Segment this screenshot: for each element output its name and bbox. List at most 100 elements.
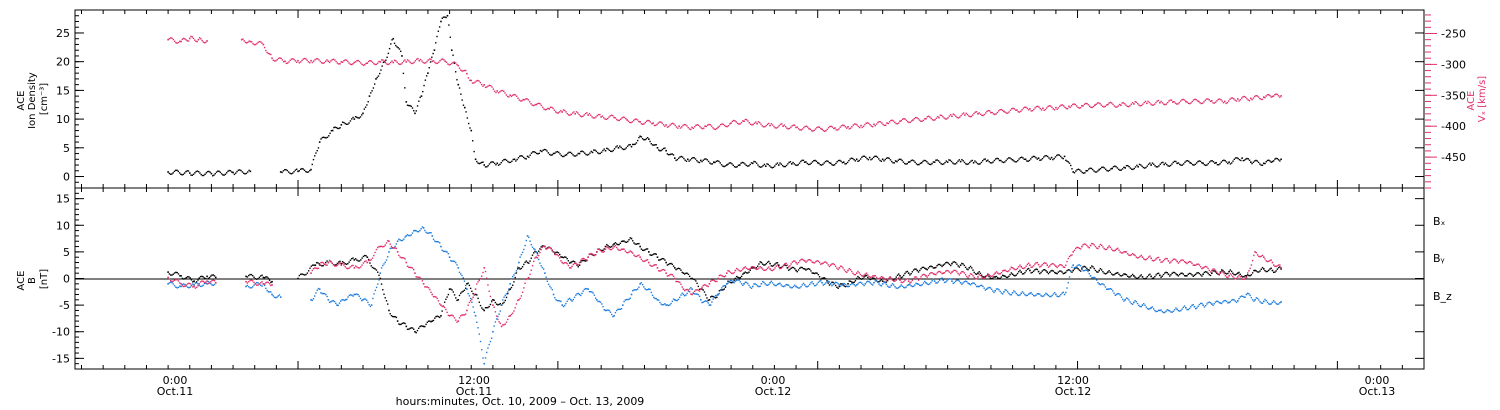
data-point bbox=[881, 122, 883, 124]
data-point bbox=[379, 277, 382, 280]
data-point bbox=[1065, 107, 1067, 110]
data-point bbox=[974, 273, 977, 275]
data-point bbox=[990, 275, 993, 278]
data-point bbox=[969, 273, 972, 275]
data-point bbox=[870, 278, 873, 280]
data-point bbox=[826, 160, 828, 162]
data-point bbox=[321, 136, 323, 139]
data-point bbox=[582, 259, 584, 262]
data-point bbox=[370, 265, 372, 267]
data-point bbox=[1172, 310, 1175, 312]
data-point bbox=[438, 26, 441, 28]
data-point bbox=[413, 230, 415, 232]
data-point bbox=[739, 270, 742, 272]
data-point bbox=[909, 161, 911, 163]
data-point bbox=[1136, 257, 1139, 259]
data-point bbox=[1097, 247, 1099, 250]
data-point bbox=[191, 174, 194, 176]
data-point bbox=[436, 241, 438, 243]
data-point bbox=[1091, 242, 1093, 245]
data-point bbox=[292, 58, 294, 60]
data-point bbox=[1175, 273, 1177, 275]
data-point bbox=[1126, 105, 1129, 108]
data-point bbox=[632, 240, 634, 242]
data-point bbox=[1262, 162, 1265, 165]
data-point bbox=[930, 265, 932, 267]
data-point bbox=[418, 59, 421, 62]
bottom-series-B_z bbox=[167, 239, 1282, 328]
data-point bbox=[249, 273, 251, 276]
data-point bbox=[1033, 108, 1035, 111]
data-point bbox=[769, 268, 771, 270]
data-point bbox=[1101, 166, 1103, 169]
data-point bbox=[721, 123, 723, 125]
data-point bbox=[801, 159, 803, 162]
data-point bbox=[859, 281, 862, 283]
data-point bbox=[250, 287, 253, 289]
data-point bbox=[1180, 259, 1182, 262]
data-point bbox=[991, 111, 993, 114]
data-point bbox=[555, 111, 557, 113]
data-point bbox=[710, 125, 713, 127]
data-point bbox=[1188, 160, 1190, 163]
data-point bbox=[665, 261, 667, 264]
data-point bbox=[203, 282, 206, 285]
data-point bbox=[1140, 254, 1142, 257]
data-point bbox=[1229, 273, 1232, 275]
data-point bbox=[749, 163, 751, 166]
data-point bbox=[456, 79, 458, 81]
data-point bbox=[1280, 267, 1282, 269]
data-point bbox=[367, 101, 369, 103]
data-point bbox=[690, 277, 692, 280]
data-point bbox=[665, 149, 667, 152]
data-point bbox=[1011, 273, 1014, 276]
data-point bbox=[922, 160, 924, 163]
data-point bbox=[922, 273, 925, 276]
data-point bbox=[335, 265, 337, 267]
data-point bbox=[376, 76, 378, 79]
data-point bbox=[1280, 95, 1282, 97]
data-point bbox=[210, 283, 212, 285]
data-point bbox=[619, 249, 622, 251]
data-point bbox=[177, 286, 180, 289]
data-point bbox=[629, 237, 631, 239]
data-point bbox=[179, 275, 181, 277]
data-point bbox=[1011, 267, 1014, 269]
data-point bbox=[959, 160, 962, 163]
data-point bbox=[1046, 264, 1049, 266]
data-point bbox=[1031, 293, 1034, 296]
data-point bbox=[258, 276, 261, 279]
data-point bbox=[899, 285, 901, 288]
data-point bbox=[1206, 266, 1208, 268]
data-point bbox=[384, 244, 386, 246]
data-point bbox=[798, 162, 801, 164]
data-point bbox=[806, 286, 808, 288]
data-point bbox=[661, 122, 663, 124]
data-point bbox=[314, 295, 316, 297]
data-point bbox=[913, 160, 915, 162]
data-point bbox=[695, 293, 697, 295]
data-point bbox=[769, 124, 771, 127]
data-point bbox=[593, 294, 596, 296]
data-point bbox=[1183, 261, 1186, 263]
data-point bbox=[671, 274, 674, 276]
data-point bbox=[689, 159, 692, 161]
data-point bbox=[388, 47, 391, 50]
data-point bbox=[180, 283, 182, 285]
data-point bbox=[1103, 167, 1106, 169]
data-point bbox=[842, 267, 844, 269]
data-point bbox=[939, 114, 941, 116]
data-point bbox=[662, 124, 665, 126]
data-point bbox=[1183, 99, 1186, 101]
data-point bbox=[673, 298, 676, 301]
data-point bbox=[870, 283, 873, 285]
data-point bbox=[735, 279, 738, 282]
data-point bbox=[1269, 94, 1271, 97]
data-point bbox=[1251, 259, 1254, 262]
data-point bbox=[1115, 293, 1118, 296]
data-point bbox=[1029, 292, 1031, 295]
data-point bbox=[1217, 300, 1219, 303]
data-point bbox=[443, 306, 446, 309]
data-point bbox=[201, 275, 203, 278]
data-point bbox=[466, 309, 468, 312]
